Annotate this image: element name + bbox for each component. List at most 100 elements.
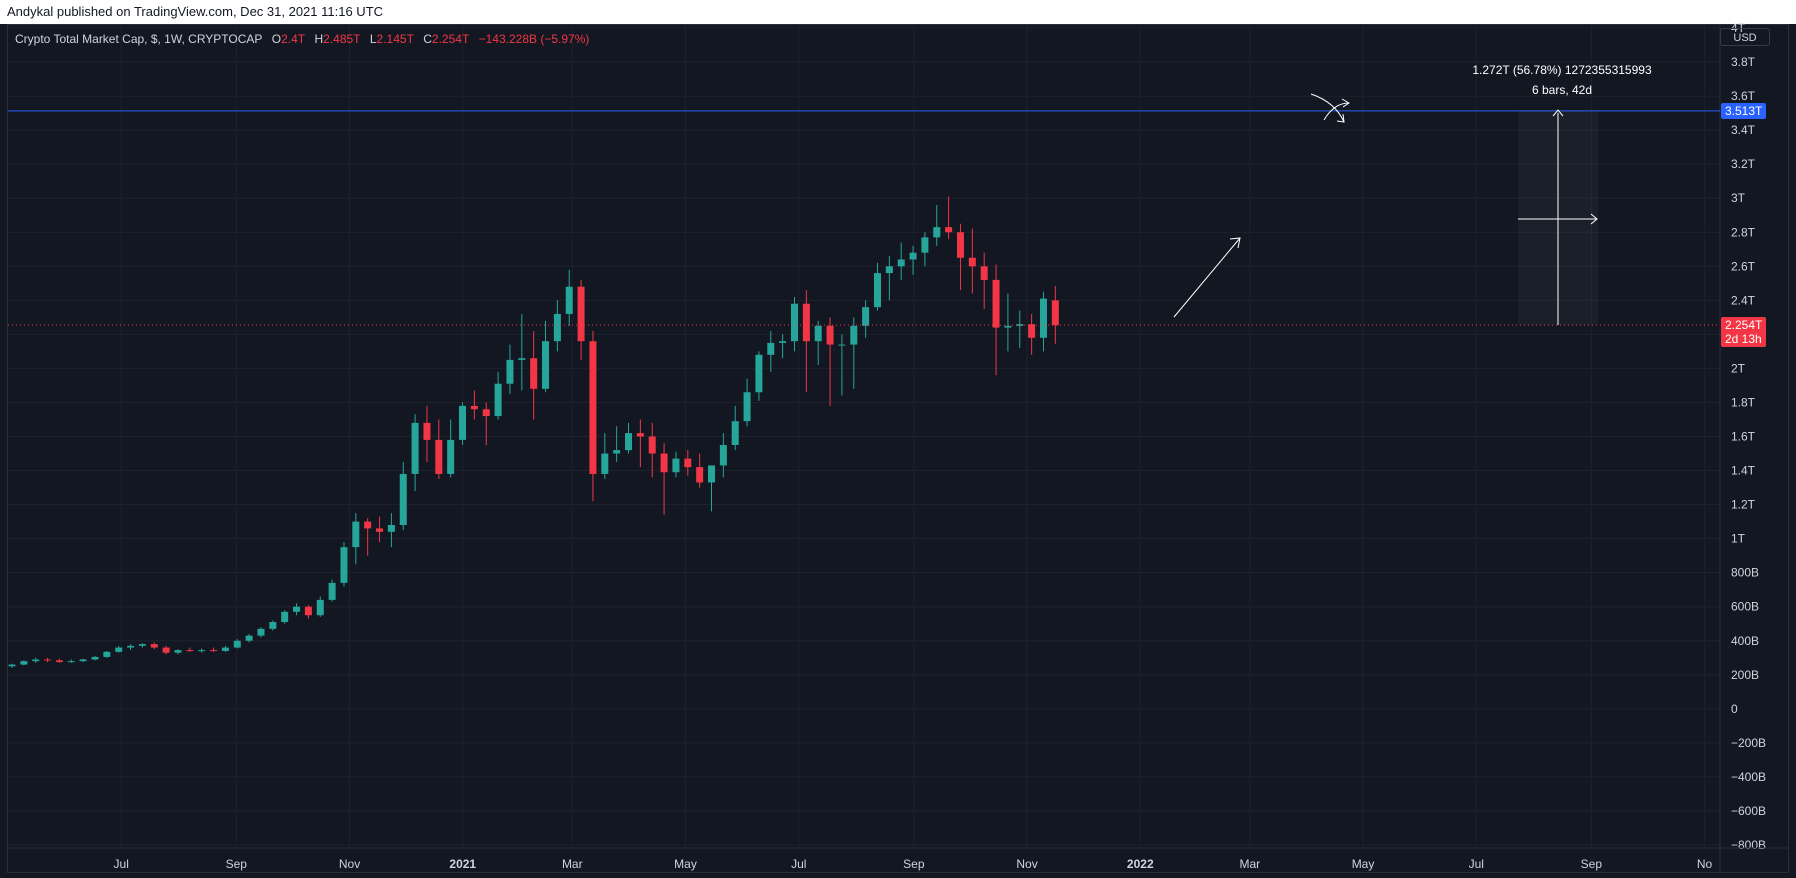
candle-body <box>933 227 941 238</box>
x-tick-label: Sep <box>226 857 248 871</box>
measure-horizontal-head <box>1590 213 1598 225</box>
candle-body <box>174 650 182 653</box>
close-label: C <box>423 32 432 46</box>
candle-body <box>316 599 324 616</box>
candle-body <box>281 611 289 623</box>
candle-body <box>684 458 692 468</box>
candle-body <box>8 664 16 667</box>
candle-body <box>625 433 633 451</box>
candle-body <box>542 341 550 389</box>
y-tick-label: 1.2T <box>1731 498 1756 512</box>
candle-body <box>873 273 881 308</box>
candle-body <box>245 635 253 641</box>
curve-arrow-2-head <box>1341 98 1350 108</box>
candle-body <box>20 661 28 665</box>
candle-body <box>755 354 763 393</box>
candle-body <box>340 547 348 583</box>
candle-body <box>518 358 526 360</box>
x-tick-label: No <box>1697 857 1713 871</box>
x-tick-label: Nov <box>1016 857 1037 871</box>
candle-body <box>992 279 1000 328</box>
candle-body <box>470 405 478 410</box>
candle-body <box>577 286 585 342</box>
high-label: H <box>314 32 324 46</box>
y-tick-label: 1T <box>1731 532 1746 546</box>
x-tick-label: Nov <box>339 857 360 871</box>
candle-body <box>767 342 775 355</box>
candle-body <box>731 421 739 446</box>
candle-body <box>779 341 787 343</box>
y-tick-label: 600B <box>1731 600 1759 614</box>
candle-body <box>91 656 99 660</box>
chart-frame <box>7 24 1789 873</box>
symbol-legend: Crypto Total Market Cap, $, 1W, CRYPTOCA… <box>15 32 589 46</box>
y-tick-label: 400B <box>1731 634 1759 648</box>
candle-body <box>802 303 810 342</box>
candle-body <box>814 325 822 342</box>
candle-body <box>672 458 680 473</box>
x-tick-label: May <box>674 857 697 871</box>
candle-body <box>127 645 135 648</box>
y-tick-label: −200B <box>1731 736 1766 750</box>
candle-body <box>921 237 929 253</box>
y-tick-label: 3.4T <box>1731 123 1756 137</box>
measure-label: 1.272T (56.78%) 1272355315993 6 bars, 42… <box>1432 60 1692 100</box>
candle-body <box>613 450 621 454</box>
y-tick-label: 2.6T <box>1731 259 1756 273</box>
y-tick-label: −800B <box>1731 838 1766 852</box>
hline-price-tag[interactable]: 3.513T <box>1721 103 1767 119</box>
candle-body <box>269 622 277 629</box>
candle-body <box>790 303 798 342</box>
x-tick-label: 2022 <box>1127 857 1154 871</box>
x-tick-label: Sep <box>903 857 925 871</box>
symbol-name: Crypto Total Market Cap, $, 1W, CRYPTOCA… <box>15 32 263 46</box>
candle-body <box>719 445 727 466</box>
candle-body <box>1051 300 1059 326</box>
candle-body <box>423 422 431 440</box>
y-tick-label: 3T <box>1731 191 1746 205</box>
currency-button[interactable]: USD <box>1720 28 1770 46</box>
trend-arrow-line <box>1173 237 1241 318</box>
candle-body <box>743 392 751 422</box>
high-value: 2.485T <box>323 32 361 46</box>
close-value: 2.254T <box>431 32 470 46</box>
curve-arrow-1 <box>1310 93 1345 123</box>
candle-body <box>1028 324 1036 338</box>
candle-body <box>55 660 63 663</box>
measure-vertical-head <box>1552 109 1564 117</box>
candle-body <box>198 650 206 652</box>
candle-body <box>304 606 312 616</box>
low-label: L <box>369 32 377 46</box>
last-price-tag: 2.254T 2d 13h <box>1721 317 1767 347</box>
candle-body <box>387 525 395 532</box>
candle-body <box>293 606 301 612</box>
change-value: −143.228B (−5.97%) <box>478 32 590 46</box>
x-tick-label: Jul <box>1469 857 1484 871</box>
candle-body <box>1016 324 1024 326</box>
candle-body <box>150 644 158 648</box>
y-tick-label: 2T <box>1731 361 1746 375</box>
x-tick-label: 2021 <box>449 857 476 871</box>
candle-body <box>376 528 384 532</box>
candle-body <box>67 661 75 663</box>
y-tick-label: −400B <box>1731 770 1766 784</box>
candle-body <box>838 344 846 346</box>
candle-body <box>1004 325 1012 328</box>
candle-body <box>696 467 704 483</box>
y-tick-label: 1.4T <box>1731 464 1756 478</box>
y-tick-label: 800B <box>1731 566 1759 580</box>
candle-body <box>648 436 656 454</box>
publisher-text: Andykal published on TradingView.com, De… <box>7 4 384 19</box>
candle-body <box>494 383 502 417</box>
measure-line2: 6 bars, 42d <box>1531 83 1593 97</box>
y-tick-label: 0 <box>1731 702 1738 716</box>
candle-body <box>44 659 52 661</box>
y-tick-label: −600B <box>1731 804 1766 818</box>
bar-countdown: 2d 13h <box>1725 332 1762 346</box>
y-tick-label: 3.6T <box>1731 89 1756 103</box>
y-tick-label: 3.8T <box>1731 55 1756 69</box>
candle-body <box>708 465 716 483</box>
candle-body <box>328 582 336 600</box>
candle-body <box>103 651 111 657</box>
